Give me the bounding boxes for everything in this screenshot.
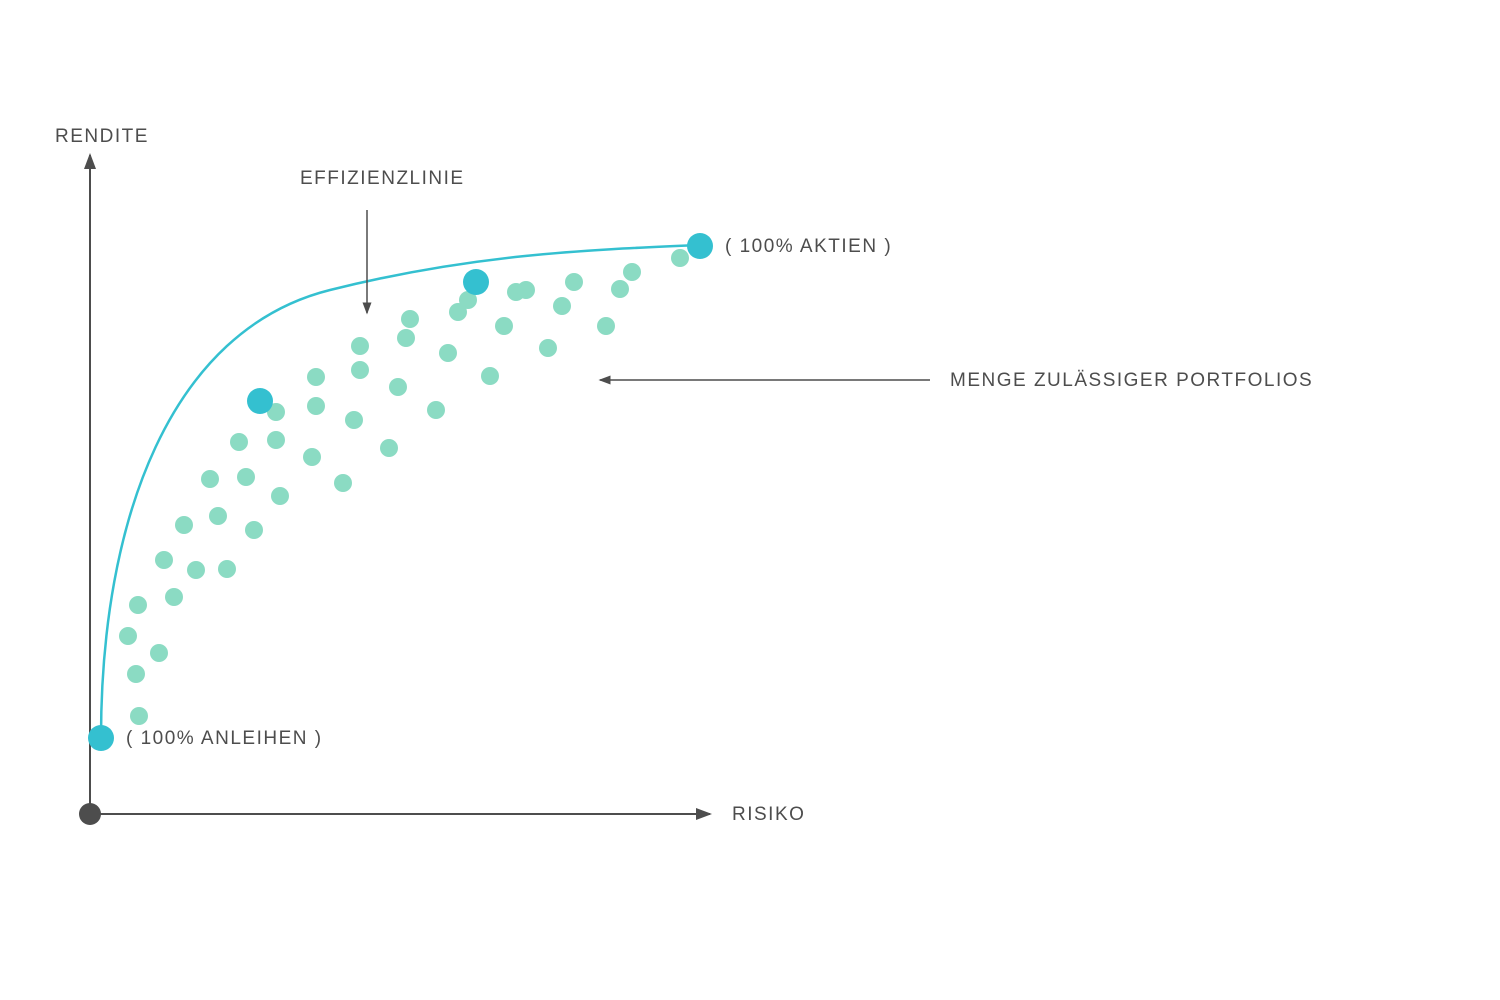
feasible-dot: [389, 378, 407, 396]
feasible-dot: [481, 367, 499, 385]
feasible-dot: [517, 281, 535, 299]
feasible-dot: [271, 487, 289, 505]
key-portfolio-points: [88, 233, 713, 751]
feasible-dot: [201, 470, 219, 488]
feasible-dot: [611, 280, 629, 298]
origin-dot: [79, 803, 101, 825]
feasible-dot: [623, 263, 641, 281]
feasible-dot: [150, 644, 168, 662]
feasible-dot: [307, 397, 325, 415]
feasible-dot: [397, 329, 415, 347]
efficiency-line-label: EFFIZIENZLINIE: [300, 168, 465, 190]
key-point: [88, 725, 114, 751]
feasible-dot: [127, 665, 145, 683]
x-axis-label: RISIKO: [732, 804, 805, 826]
chart-svg: [0, 0, 1500, 1000]
key-point: [463, 269, 489, 295]
feasible-dot: [597, 317, 615, 335]
feasible-dot: [427, 401, 445, 419]
feasible-dot: [218, 560, 236, 578]
stocks-point-label: ( 100% AKTIEN ): [725, 236, 892, 258]
feasible-dot: [187, 561, 205, 579]
y-axis-label: RENDITE: [55, 126, 149, 148]
feasible-dot: [671, 249, 689, 267]
feasible-dot: [495, 317, 513, 335]
efficient-frontier-chart: RENDITE RISIKO EFFIZIENZLINIE MENGE ZULÄ…: [0, 0, 1500, 1000]
feasible-dot: [165, 588, 183, 606]
feasible-portfolio-dots: [119, 249, 689, 725]
feasible-dot: [230, 433, 248, 451]
feasible-dot: [303, 448, 321, 466]
feasible-dot: [209, 507, 227, 525]
feasible-dot: [129, 596, 147, 614]
feasible-dot: [175, 516, 193, 534]
feasible-dot: [345, 411, 363, 429]
feasible-dot: [245, 521, 263, 539]
key-point: [247, 388, 273, 414]
feasible-dot: [565, 273, 583, 291]
feasible-dot: [130, 707, 148, 725]
feasible-dot: [307, 368, 325, 386]
feasible-dot: [267, 431, 285, 449]
feasible-dot: [334, 474, 352, 492]
feasible-dot: [553, 297, 571, 315]
feasible-dot: [155, 551, 173, 569]
key-point: [687, 233, 713, 259]
feasible-dot: [539, 339, 557, 357]
feasible-dot: [351, 337, 369, 355]
feasible-dot: [351, 361, 369, 379]
feasible-dot: [380, 439, 398, 457]
feasible-dot: [401, 310, 419, 328]
feasible-dot: [119, 627, 137, 645]
feasible-dot: [439, 344, 457, 362]
feasible-set-label: MENGE ZULÄSSIGER PORTFOLIOS: [950, 370, 1313, 392]
bonds-point-label: ( 100% ANLEIHEN ): [126, 728, 323, 750]
feasible-dot: [237, 468, 255, 486]
